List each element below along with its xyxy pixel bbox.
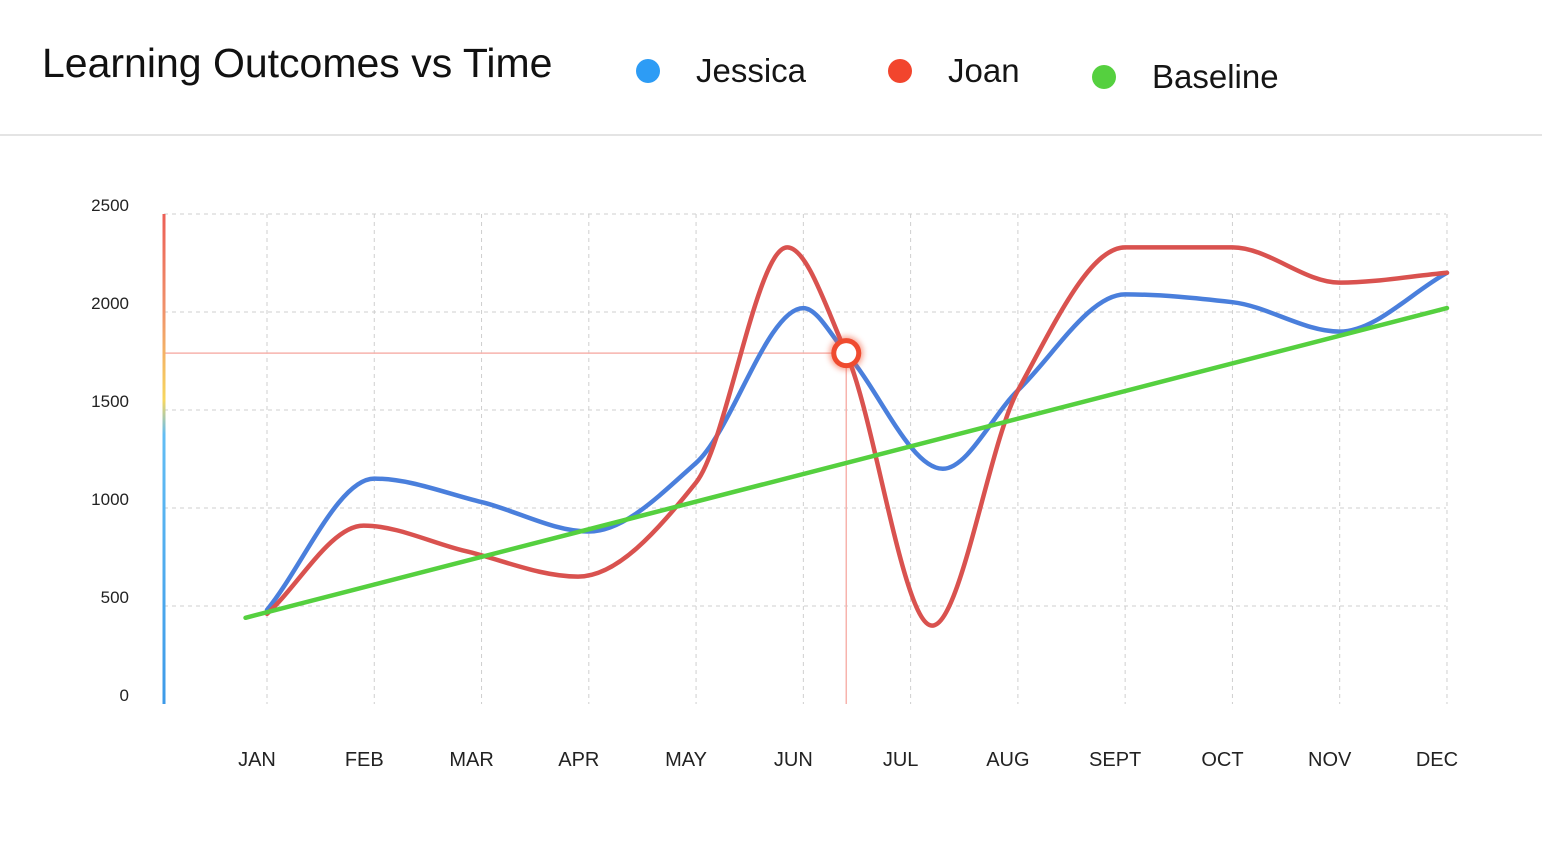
- chart-header: Learning Outcomes vs Time Jessica Joan B…: [0, 0, 1542, 136]
- legend-marker-baseline: [1092, 65, 1116, 89]
- chart-title: Learning Outcomes vs Time: [42, 40, 553, 86]
- legend-item-joan[interactable]: Joan: [888, 46, 1020, 96]
- legend-item-baseline[interactable]: Baseline: [1092, 52, 1279, 102]
- legend-marker-joan: [888, 59, 912, 83]
- y-tick-label: 1000: [91, 490, 129, 509]
- y-tick-label: 0: [120, 686, 129, 705]
- legend-label-joan: Joan: [948, 52, 1020, 89]
- grid: [164, 213, 1448, 704]
- x-tick-label: APR: [558, 749, 599, 771]
- legend-label-jessica: Jessica: [696, 52, 807, 89]
- x-tick-label: AUG: [986, 749, 1029, 771]
- y-axis: [162, 214, 166, 704]
- x-tick-label: MAR: [449, 749, 493, 771]
- x-tick-label: JUN: [774, 749, 813, 771]
- x-tick-label: FEB: [345, 749, 384, 771]
- legend-marker-jessica: [636, 59, 660, 83]
- series-line-joan: [264, 245, 1450, 628]
- axes: [162, 214, 1449, 706]
- line-chart: 0 500 1000 1500 2000 2500 JAN FEB MAR APR MAY JUN JU…: [91, 196, 1458, 771]
- y-tick-label: 2500: [91, 196, 129, 215]
- highlight-reference-lines: [164, 352, 848, 704]
- legend-item-jessica[interactable]: Jessica: [636, 46, 806, 96]
- highlight-marker-group[interactable]: [829, 336, 864, 371]
- x-tick-label: JAN: [238, 749, 276, 771]
- x-tick-label: DEC: [1416, 749, 1458, 771]
- x-tick-label: OCT: [1201, 749, 1243, 771]
- tick-labels: 0 500 1000 1500 2000 2500 JAN FEB MAR APR MAY JUN JU…: [91, 196, 1458, 771]
- x-tick-label: JUL: [883, 749, 919, 771]
- legend-label-baseline: Baseline: [1152, 58, 1279, 95]
- y-tick-label: 2000: [91, 294, 129, 313]
- x-tick-label: SEPT: [1089, 749, 1141, 771]
- series-line-jessica: [264, 270, 1450, 613]
- y-tick-label: 1500: [91, 392, 129, 411]
- x-tick-label: NOV: [1308, 749, 1352, 771]
- y-tick-label: 500: [101, 588, 129, 607]
- highlight-marker-center: [836, 343, 857, 364]
- series-line-baseline: [243, 305, 1450, 621]
- x-tick-label: MAY: [665, 749, 707, 771]
